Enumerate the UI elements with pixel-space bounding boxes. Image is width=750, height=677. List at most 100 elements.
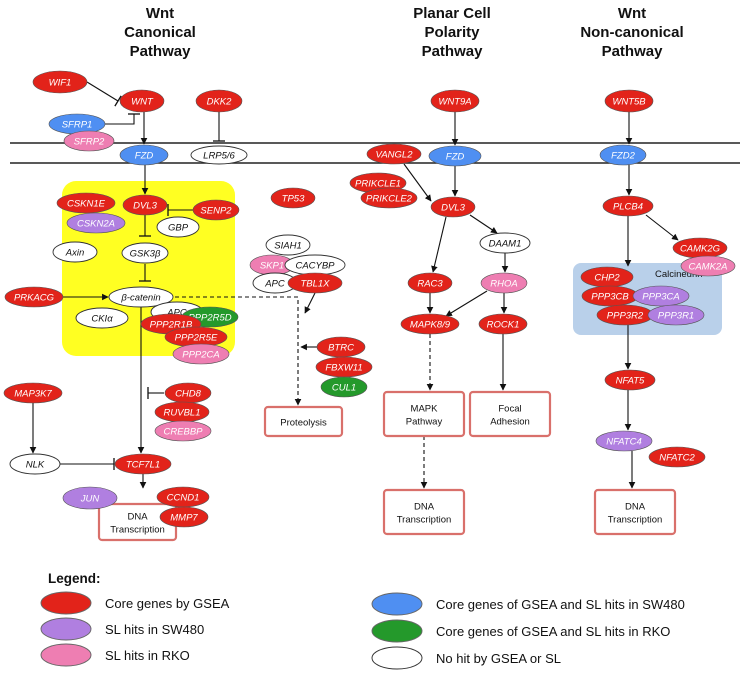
gene-node-lrp56: LRP5/6 <box>190 145 248 165</box>
gene-label: CSKN1E <box>67 198 106 209</box>
gene-node-ppp2ca: PPP2CA <box>172 343 230 365</box>
gene-node-wnt5b: WNT5B <box>604 89 654 113</box>
legend-item-core-rko: Core genes of GSEA and SL hits in RKO <box>371 619 670 643</box>
gene-ellipse <box>9 453 61 475</box>
gene-ellipse <box>159 506 209 528</box>
gene-label: BTRC <box>328 342 354 353</box>
gene-label: Axin <box>65 247 84 258</box>
gene-label: RAC3 <box>417 278 443 289</box>
gene-node-sfrp1: SFRP1 <box>48 113 106 135</box>
outcome-frame <box>382 390 466 438</box>
gene-ellipse <box>320 376 368 398</box>
gene-ellipse <box>62 486 118 510</box>
gene-node-wnt9a: WNT9A <box>430 89 480 113</box>
header-canonical-line-1: Wnt <box>146 5 174 22</box>
gene-ellipse <box>32 70 88 94</box>
gene-ellipse <box>195 89 243 113</box>
tbl1x-to-degradation <box>304 292 316 314</box>
gene-label: CKIα <box>91 313 113 324</box>
gene-label: LRP5/6 <box>203 150 235 161</box>
gene-label: SFRP1 <box>62 119 93 130</box>
gene-node-senp2: SENP2 <box>192 199 240 221</box>
legend-swatch <box>40 591 92 615</box>
outcome-label: MAPK <box>411 404 439 415</box>
wif1-inhibits-wnt-bar <box>114 95 122 107</box>
outcome-label: Focal <box>498 404 521 415</box>
gene-node-daam1: DAAM1 <box>479 232 531 254</box>
legend-item-core: Core genes by GSEA <box>40 591 230 615</box>
gene-label: SIAH1 <box>274 240 301 251</box>
gene-label: CCND1 <box>167 492 200 503</box>
rhoa-to-mapk <box>445 290 488 317</box>
gene-ellipse <box>478 313 528 335</box>
gene-node-rac3: RAC3 <box>407 272 453 294</box>
gene-label: CAMK2A <box>688 261 727 272</box>
gene-ellipse <box>430 89 480 113</box>
gene-node-ckia: CKIα <box>75 307 129 329</box>
gene-label: PRIKCLE2 <box>366 193 413 204</box>
gene-node-crebbp: CREBBP <box>154 420 212 442</box>
gene-node-ruvbl1: RUVBL1 <box>154 401 210 423</box>
outcome-frame <box>468 390 552 438</box>
gene-label: NLK <box>26 459 45 470</box>
outcome-label: Adhesion <box>490 417 530 428</box>
gene-label: TBL1X <box>300 278 330 289</box>
gene-node-plcb4: PLCB4 <box>602 195 654 217</box>
gene-ellipse <box>647 304 705 326</box>
gene-label: TCF7L1 <box>126 459 160 470</box>
gene-ellipse <box>3 382 63 404</box>
gene-ellipse <box>114 453 172 475</box>
legend-label: SL hits in SW480 <box>105 622 204 637</box>
dvl3-to-rac3 <box>431 216 447 273</box>
gene-node-fbxw11: FBXW11 <box>315 356 373 378</box>
gene-label: DVL3 <box>441 202 465 213</box>
gene-label: MMP7 <box>170 512 198 523</box>
gene-node-vangl2: VANGL2 <box>366 143 422 165</box>
gene-label: PPP3R2 <box>607 310 644 321</box>
header-noncanonical-line-1: Wnt <box>618 5 646 22</box>
gene-ellipse <box>66 212 126 234</box>
gene-label: SENP2 <box>200 205 232 216</box>
legend-label: No hit by GSEA or SL <box>436 651 561 666</box>
legend-label: Core genes of GSEA and SL hits in SW480 <box>436 597 685 612</box>
outcome-box-proteolysis: Proteolysis <box>263 405 344 438</box>
legend-swatch <box>371 619 423 643</box>
gene-ellipse <box>121 242 169 264</box>
gene-label: RUVBL1 <box>164 407 201 418</box>
gene-ellipse <box>479 232 531 254</box>
header-canonical-line-3: Pathway <box>130 43 192 60</box>
sfrp1-inhibits-wnt <box>105 114 135 125</box>
vangl2-to-dvl3 <box>403 163 432 202</box>
gene-node-nfatc2: NFATC2 <box>648 446 706 468</box>
gene-label: CHD8 <box>175 388 202 399</box>
gene-label: ROCK1 <box>487 319 520 330</box>
gene-label: CSKN2A <box>77 218 115 229</box>
gene-node-camk2g: CAMK2G <box>672 237 728 259</box>
gene-node-cacybp: CACYBP <box>284 254 346 276</box>
gene-label: APC <box>166 307 187 318</box>
gene-label: SFRP2 <box>74 136 105 147</box>
gene-label: FZD <box>446 151 465 162</box>
legend-title: Legend: <box>48 571 101 586</box>
legend-label: Core genes of GSEA and SL hits in RKO <box>436 624 670 639</box>
gene-ellipse <box>595 430 653 452</box>
gene-label: WIF1 <box>49 77 72 88</box>
gene-node-dvl3-p: DVL3 <box>430 196 476 218</box>
gene-node-chd8: CHD8 <box>164 382 212 404</box>
outcome-box-dna-pcp: DNA Transcription <box>382 488 466 536</box>
gene-label: CACYBP <box>295 260 335 271</box>
gene-node-rhoa: RHOA <box>480 272 528 294</box>
gene-label: PPP3CA <box>642 291 680 302</box>
gene-label: CHP2 <box>594 272 620 283</box>
gene-ellipse <box>430 196 476 218</box>
gene-ellipse <box>52 241 98 263</box>
gene-label: DKK2 <box>207 96 233 107</box>
outcome-frame <box>382 488 466 536</box>
gene-node-tcf7l1: TCF7L1 <box>114 453 172 475</box>
gene-ellipse <box>407 272 453 294</box>
gene-node-nlk: NLK <box>9 453 61 475</box>
gene-ellipse <box>366 143 422 165</box>
gene-node-fzd: FZD <box>119 144 169 166</box>
